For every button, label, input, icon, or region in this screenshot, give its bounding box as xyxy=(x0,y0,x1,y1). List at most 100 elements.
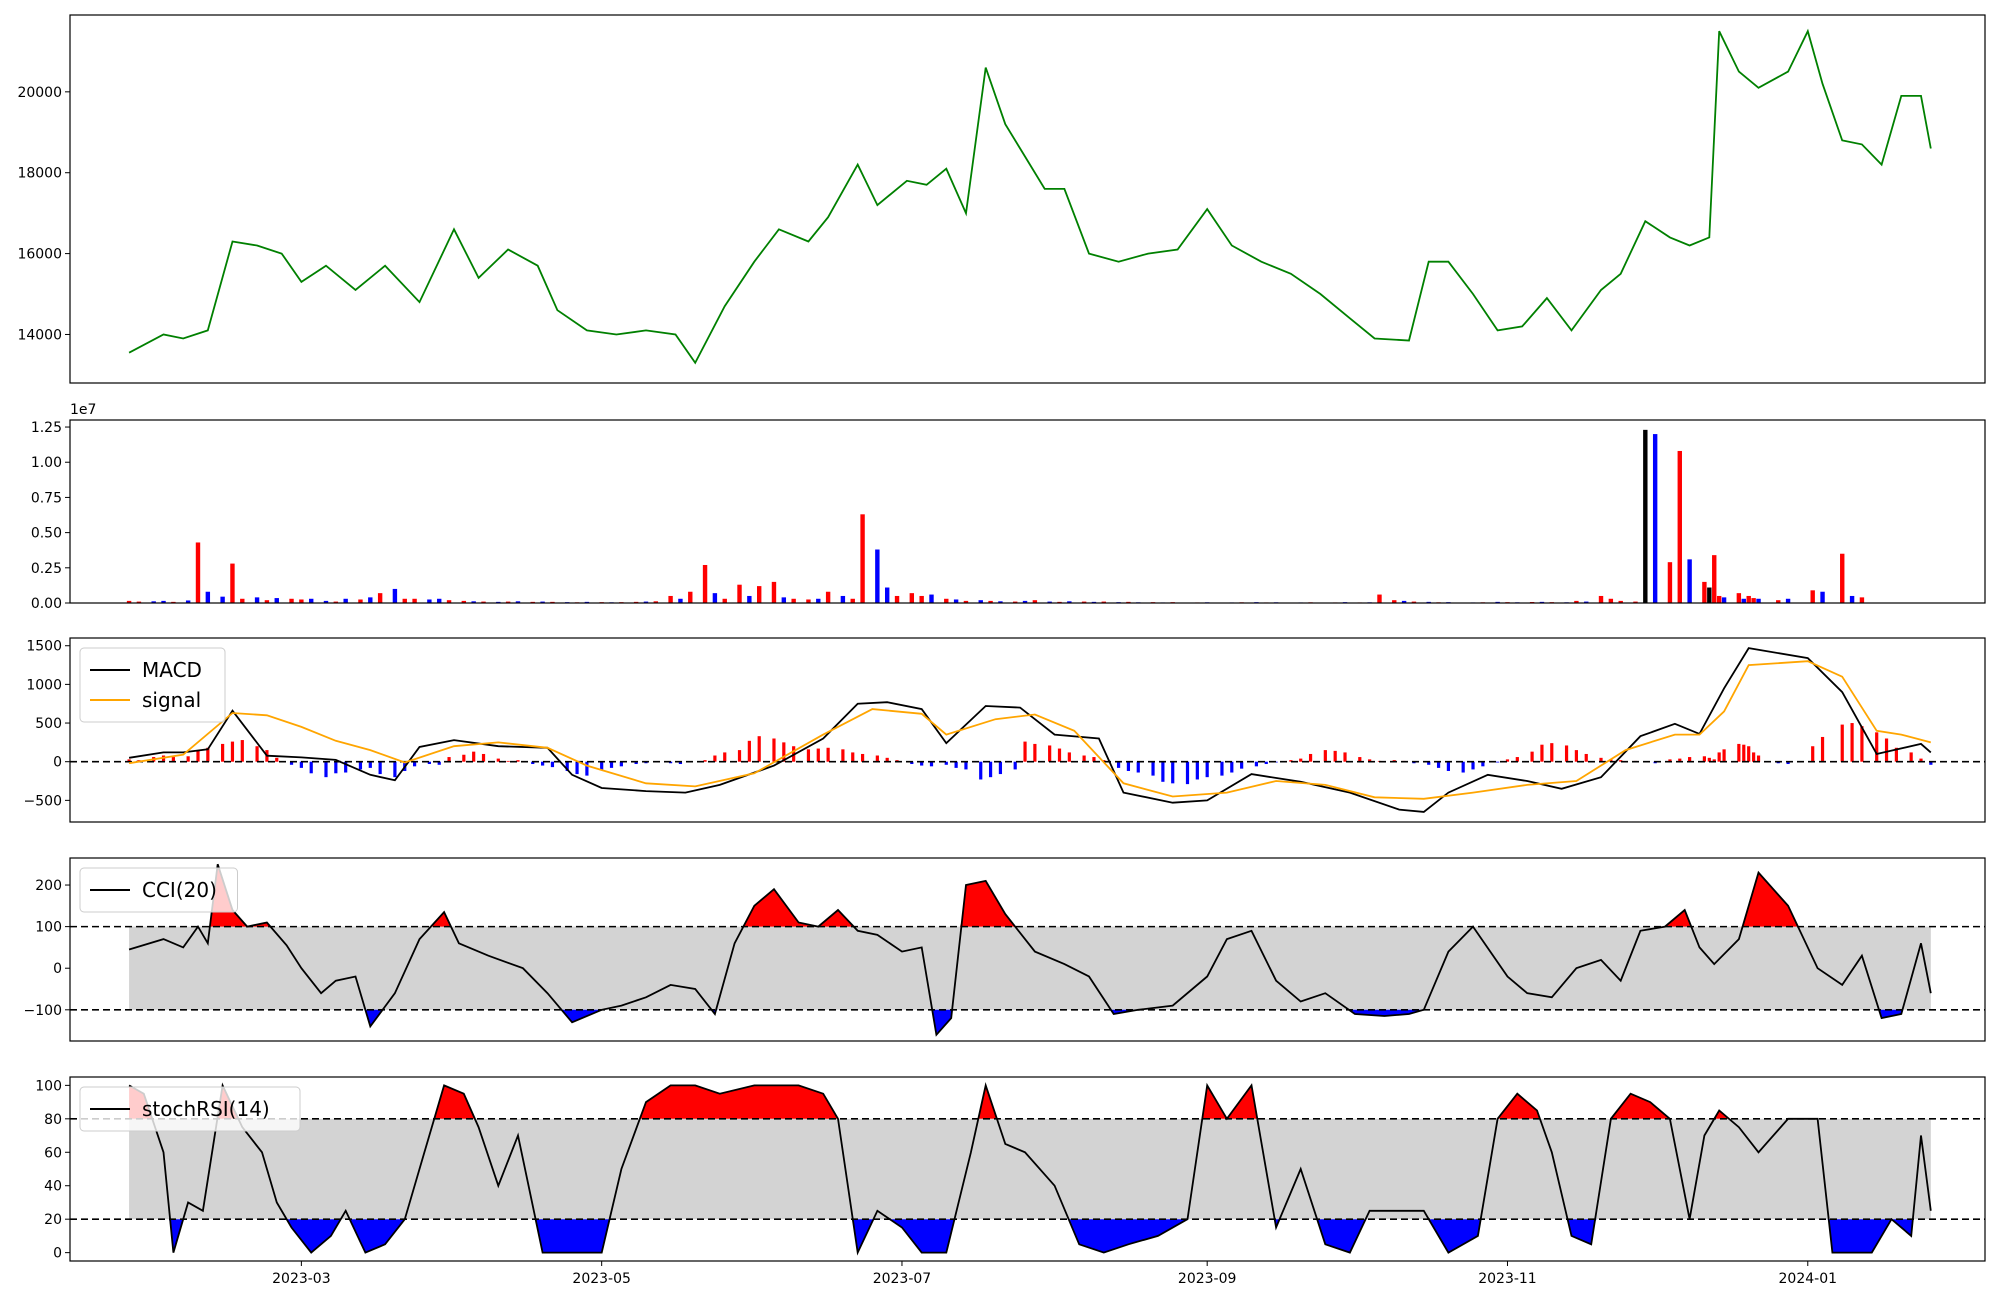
macd-histogram-bar xyxy=(427,761,431,765)
macd-histogram-bar xyxy=(1712,759,1716,762)
volume-bar xyxy=(1746,595,1751,603)
volume-bar xyxy=(1785,598,1791,603)
macd-histogram-bar xyxy=(275,757,279,762)
volume-bar xyxy=(1633,601,1638,603)
overbought-fill xyxy=(129,1085,1931,1119)
macd-histogram-bar xyxy=(806,749,811,762)
volume-bar xyxy=(1736,593,1742,603)
macd-histogram-bar xyxy=(1481,761,1485,767)
macd-histogram-bar xyxy=(723,752,727,762)
volume-bar xyxy=(919,595,924,603)
macd-histogram-bar xyxy=(127,759,131,762)
macd-histogram-bar xyxy=(255,746,259,762)
y-tick-label: −500 xyxy=(24,793,62,809)
volume-bar xyxy=(1721,597,1727,603)
macd-histogram-bar xyxy=(703,760,707,762)
volume-bar xyxy=(978,600,983,603)
volume-bar xyxy=(254,597,260,603)
cci-panel: −100 0 100 200 CCI(20) xyxy=(24,857,1986,1042)
legend-label: stochRSI(14) xyxy=(142,1097,270,1121)
series-line-macd xyxy=(128,647,1932,813)
volume-bar xyxy=(998,601,1003,603)
macd-histogram-bar xyxy=(1884,738,1889,762)
volume-bar xyxy=(1032,600,1038,603)
macd-histogram-bar xyxy=(1220,761,1224,776)
y-tick-label: 20 xyxy=(44,1212,62,1228)
macd-histogram-bar xyxy=(1550,743,1554,762)
macd-histogram-bar xyxy=(550,761,555,768)
volume-bar xyxy=(1810,590,1815,603)
volume-bar xyxy=(368,597,373,603)
volume-bar xyxy=(1859,597,1865,603)
volume-bar xyxy=(1840,553,1845,603)
macd-histogram-bar xyxy=(540,761,545,766)
macd-histogram-bar xyxy=(1678,758,1682,762)
macd-histogram-bar xyxy=(481,753,486,762)
volume-bar xyxy=(988,600,993,603)
x-tick-label: 2023-07 xyxy=(873,1271,932,1287)
x-tick-label: 2023-03 xyxy=(272,1271,331,1287)
macd-histogram-bar xyxy=(954,761,958,768)
stoch-rsi-panel: 0 20 40 60 80 100 stochRSI(14) 2023-03 2023-05 20… xyxy=(35,1076,1986,1287)
oversold-fill xyxy=(129,1009,1931,1034)
y-tick-label: 18000 xyxy=(17,166,62,182)
volume-bar xyxy=(289,598,294,603)
volume-bar xyxy=(1643,429,1648,603)
macd-histogram-bar xyxy=(1574,750,1579,762)
volume-bar xyxy=(747,595,752,603)
volume-bar xyxy=(757,586,762,603)
macd-histogram-bar xyxy=(826,747,830,762)
y-tick-label: 100 xyxy=(35,1078,62,1094)
macd-histogram-bar xyxy=(1308,753,1313,762)
volume-bar xyxy=(712,593,718,603)
macd-histogram-bar xyxy=(1333,750,1337,762)
volume-bar xyxy=(702,564,708,603)
volume-bar xyxy=(1012,601,1018,603)
volume-bar xyxy=(722,598,727,603)
macd-histogram-bar xyxy=(1446,761,1451,771)
macd-histogram-bar xyxy=(1323,750,1327,762)
y-offset-label: 1e7 xyxy=(70,402,96,418)
macd-histogram-bar xyxy=(885,757,889,762)
volume-bar xyxy=(1667,562,1673,603)
macd-histogram-bar xyxy=(1919,758,1923,762)
macd-histogram-bar xyxy=(1496,761,1500,763)
macd-histogram-bar xyxy=(1368,759,1372,762)
macd-histogram-bar xyxy=(1515,757,1519,762)
volume-bar xyxy=(230,563,235,603)
volume-bar xyxy=(1081,601,1087,603)
macd-histogram-bar xyxy=(186,756,190,762)
macd-histogram-bar xyxy=(1599,757,1603,762)
macd-histogram-bar xyxy=(1151,761,1155,776)
macd-histogram-bar xyxy=(1102,760,1106,762)
macd-histogram-bar xyxy=(678,761,683,765)
macd-histogram-bar xyxy=(472,751,476,762)
volume-bar xyxy=(909,593,915,603)
axes-frame xyxy=(69,14,1986,384)
volume-bar xyxy=(437,598,442,603)
macd-histogram-bar xyxy=(1786,761,1790,765)
legend-box xyxy=(79,1086,301,1132)
macd-histogram-bar xyxy=(816,748,820,762)
volume-bar xyxy=(1067,601,1072,603)
y-tick-label: 0.25 xyxy=(31,561,62,577)
macd-histogram-bar xyxy=(841,749,845,762)
price-panel: 14000 16000 18000 20000 xyxy=(17,14,1986,384)
macd-histogram-bar xyxy=(1717,752,1721,762)
volume-bar xyxy=(1377,594,1382,603)
volume-bar xyxy=(299,599,304,603)
macd-histogram-bar xyxy=(944,761,948,765)
volume-bar xyxy=(1751,598,1756,603)
y-tick-label: 1.25 xyxy=(31,420,62,436)
macd-histogram-bar xyxy=(1299,758,1303,762)
volume-bar xyxy=(1712,555,1717,603)
macd-histogram-bar xyxy=(1067,752,1071,762)
macd-histogram-bar xyxy=(1894,747,1898,762)
legend-box xyxy=(79,647,226,723)
macd-histogram-bar xyxy=(462,754,466,762)
volume-bar xyxy=(323,600,329,603)
macd-histogram-bar xyxy=(910,761,914,765)
y-tick-label: 0.00 xyxy=(31,596,62,612)
legend-label: CCI(20) xyxy=(142,878,217,902)
macd-histogram-bar xyxy=(1840,724,1844,762)
